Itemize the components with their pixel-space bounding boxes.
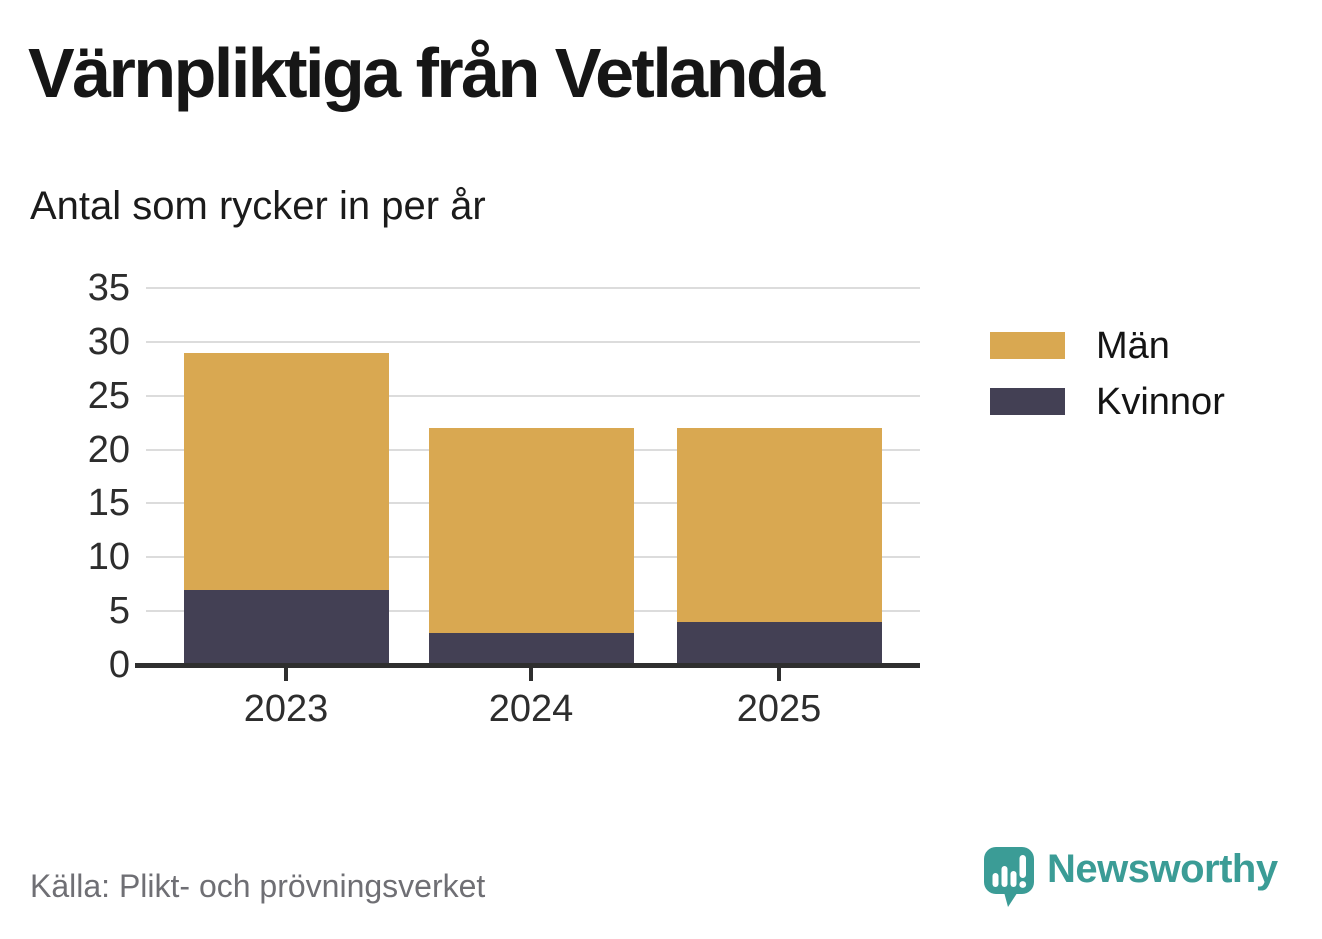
bar-segment-kvinnor-2025 <box>676 621 882 665</box>
bar-segment-kvinnor-2023 <box>183 589 389 665</box>
y-gridline <box>146 287 920 289</box>
x-axis-tick <box>529 668 533 681</box>
x-axis-tick <box>777 668 781 681</box>
bar-segment-kvinnor-2024 <box>428 632 634 665</box>
y-gridline <box>146 394 920 397</box>
newsworthy-wordmark: Newsworthy <box>1047 847 1278 891</box>
legend-label-kvinnor: Kvinnor <box>1096 381 1225 423</box>
y-axis-tick-label: 25 <box>87 374 130 417</box>
x-axis-tick-label: 2025 <box>736 688 822 730</box>
chart-title: Värnpliktiga från Vetlanda <box>28 34 825 112</box>
speech-bubble-bar-chart-exclamation-icon <box>984 847 1034 907</box>
legend-swatch-man <box>990 332 1065 359</box>
chart-subtitle: Antal som rycker in per år <box>30 184 486 228</box>
y-axis-tick-label: 0 <box>108 644 130 686</box>
legend-swatch-kvinnor <box>990 388 1065 415</box>
x-axis-tick-label: 2024 <box>488 688 574 730</box>
newsworthy-logo[interactable]: Newsworthy <box>981 845 1301 915</box>
y-axis-tick-label: 30 <box>87 320 130 363</box>
x-axis-tick-label: 2023 <box>243 688 329 730</box>
y-axis-tick-label: 10 <box>87 536 130 579</box>
bar-segment-män-2024 <box>428 428 634 633</box>
source-attribution: Källa: Plikt- och prövningsverket <box>30 868 486 904</box>
y-axis-tick-label: 15 <box>87 482 130 525</box>
bar-segment-män-2023 <box>183 352 389 590</box>
y-axis-tick-label: 5 <box>108 590 130 633</box>
x-axis-line <box>135 663 920 668</box>
x-axis-tick <box>284 668 288 681</box>
bar-segment-män-2025 <box>676 428 882 622</box>
y-axis-tick-label: 20 <box>87 428 130 471</box>
y-gridline <box>146 340 920 343</box>
legend-label-man: Män <box>1096 325 1170 367</box>
y-axis-tick-label: 35 <box>87 267 130 309</box>
